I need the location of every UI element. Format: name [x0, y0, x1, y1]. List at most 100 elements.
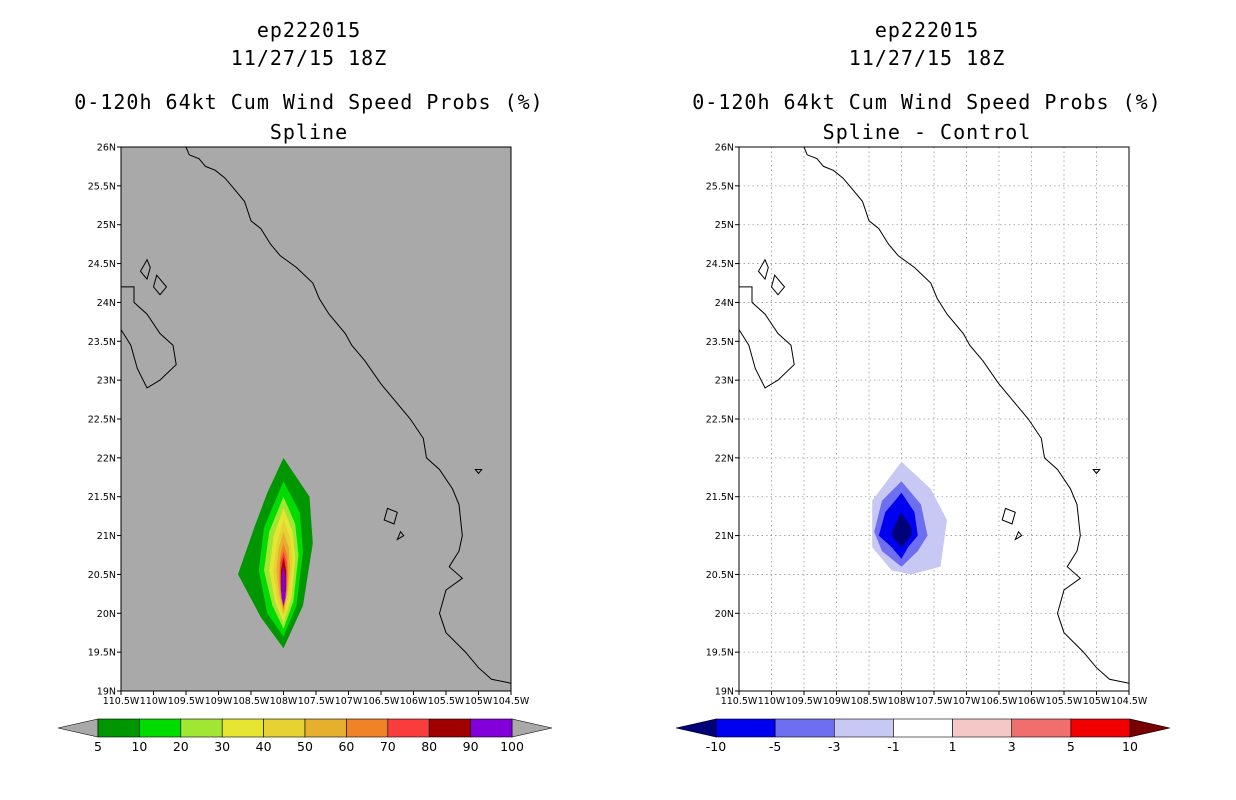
y-tick-label: 26N: [715, 143, 734, 154]
coastline-island: [1014, 530, 1023, 541]
coastline-island: [1092, 469, 1101, 475]
storm-id: ep222015: [256, 18, 362, 42]
colorbar-label: 70: [380, 739, 396, 754]
colorbar-swatch: [952, 718, 1013, 738]
y-tick-label: 25.5N: [88, 181, 116, 192]
colorbar-over-arrow: [1129, 718, 1171, 738]
y-tick-label: 24N: [97, 298, 116, 309]
y-tick-label: 22.5N: [88, 415, 116, 426]
coastline-mainland: [185, 147, 511, 684]
x-tick-label: 105W: [1083, 696, 1111, 707]
x-tick-label: 106.5W: [363, 696, 400, 707]
colorbar-label: 50: [297, 739, 313, 754]
colorbar-swatch: [387, 718, 430, 738]
colorbar-label: -5: [769, 739, 781, 754]
coastline-island: [152, 274, 168, 296]
colorbar: 5 10 20 30 40 50 60 70 80 90 100: [57, 718, 553, 754]
plot-area: [121, 147, 511, 684]
colorbar-swatch: [139, 718, 182, 738]
x-tick-label: 110.5W: [721, 696, 758, 707]
probability-map: 19N 19.5N 20N 20.5N 21N 21.5N 22N 22.5N 23N 23.5N…: [57, 143, 553, 754]
colorbar-swatch: [1011, 718, 1072, 738]
y-tick-label: 22.5N: [706, 415, 734, 426]
y-tick-label: 23N: [715, 376, 734, 387]
plot-area: [739, 147, 1129, 691]
colorbar-swatch: [470, 718, 513, 738]
left-panel: ep222015 11/27/15 18Z 0-120h 64kt Cum Wi…: [57, 18, 553, 754]
coastline-island: [474, 469, 483, 475]
plot-background: [121, 147, 511, 691]
chart-subtitle: Spline - Control: [822, 120, 1032, 144]
colorbar-swatch: [428, 718, 471, 738]
x-tick-label: 105.5W: [1046, 696, 1083, 707]
y-tick-label: 20.5N: [88, 570, 116, 581]
colorbar-label: 100: [500, 739, 524, 754]
y-tick-label: 24.5N: [706, 259, 734, 270]
colorbar-under-arrow: [675, 718, 717, 738]
x-tick-label: 105.5W: [428, 696, 465, 707]
colorbar-swatch: [715, 718, 776, 738]
coastline-island: [383, 507, 398, 525]
colorbar-swatch: [893, 718, 953, 738]
contour-90: [281, 565, 286, 606]
colorbar-swatch: [304, 718, 347, 738]
colorbar-label: 80: [421, 739, 437, 754]
x-tick-label: 109.5W: [786, 696, 823, 707]
colorbar-label: 40: [256, 739, 272, 754]
x-tick-label: 108W: [270, 696, 298, 707]
x-tick-label: 104.5W: [493, 696, 530, 707]
colorbar: -10 -5 -3 -1 1 3 5 10: [675, 718, 1171, 754]
x-tick-label: 108.5W: [233, 696, 270, 707]
y-tick-label: 21.5N: [706, 492, 734, 503]
colorbar-swatch: [263, 718, 306, 738]
colorbar-swatch: [833, 718, 894, 738]
colorbar-label: -10: [706, 739, 726, 754]
coastline-baja: [121, 286, 177, 389]
colorbar-label: 30: [214, 739, 230, 754]
x-tick-label: 108W: [888, 696, 916, 707]
coastline-island: [770, 274, 786, 296]
chart-title: 0-120h 64kt Cum Wind Speed Probs (%): [74, 90, 544, 114]
coastline-island: [396, 530, 405, 541]
y-tick-label: 22N: [715, 453, 734, 464]
colorbar-under-arrow: [57, 718, 99, 738]
storm-id: ep222015: [874, 18, 980, 42]
coastline-mainland: [803, 147, 1129, 684]
colorbar-swatch: [1070, 718, 1131, 738]
x-tick-label: 107W: [953, 696, 981, 707]
x-tick-label: 110W: [140, 696, 168, 707]
y-tick-label: 21N: [97, 531, 116, 542]
y-tick-label: 21.5N: [88, 492, 116, 503]
colorbar-label: 5: [1067, 739, 1075, 754]
x-tick-label: 110W: [758, 696, 786, 707]
x-tick-label: 107.5W: [916, 696, 953, 707]
x-tick-label: 106W: [1018, 696, 1046, 707]
y-tick-label: 20N: [97, 609, 116, 620]
colorbar-label: 3: [1008, 739, 1016, 754]
difference-map: 19N 19.5N 20N 20.5N 21N 21.5N 22N 22.5N 23N 23.5N…: [675, 143, 1171, 754]
x-tick-label: 105W: [465, 696, 493, 707]
x-tick-label: 110.5W: [103, 696, 140, 707]
y-tick-label: 22N: [97, 453, 116, 464]
x-tick-label: 107W: [335, 696, 363, 707]
y-tick-label: 26N: [97, 143, 116, 154]
y-tick-label: 19.5N: [706, 648, 734, 659]
y-tick-label: 23.5N: [88, 337, 116, 348]
chart-subtitle: Spline: [269, 120, 349, 144]
right-panel: ep222015 11/27/15 18Z 0-120h 64kt Cum Wi…: [618, 0, 1236, 800]
x-tick-label: 106W: [400, 696, 428, 707]
y-tick-label: 25N: [97, 220, 116, 231]
colorbar-label: 90: [463, 739, 479, 754]
colorbar-label: 1: [949, 739, 957, 754]
coastline-island: [1001, 507, 1016, 525]
y-tick-label: 19N: [715, 687, 734, 698]
colorbar-label: 60: [338, 739, 354, 754]
y-tick-label: 20.5N: [706, 570, 734, 581]
colorbar-label: -3: [828, 739, 840, 754]
colorbar-label: 10: [1122, 739, 1138, 754]
x-tick-label: 109W: [205, 696, 233, 707]
y-tick-label: 24N: [715, 298, 734, 309]
colorbar-swatch: [221, 718, 264, 738]
colorbar-label: 5: [94, 739, 102, 754]
y-tick-label: 23N: [97, 376, 116, 387]
